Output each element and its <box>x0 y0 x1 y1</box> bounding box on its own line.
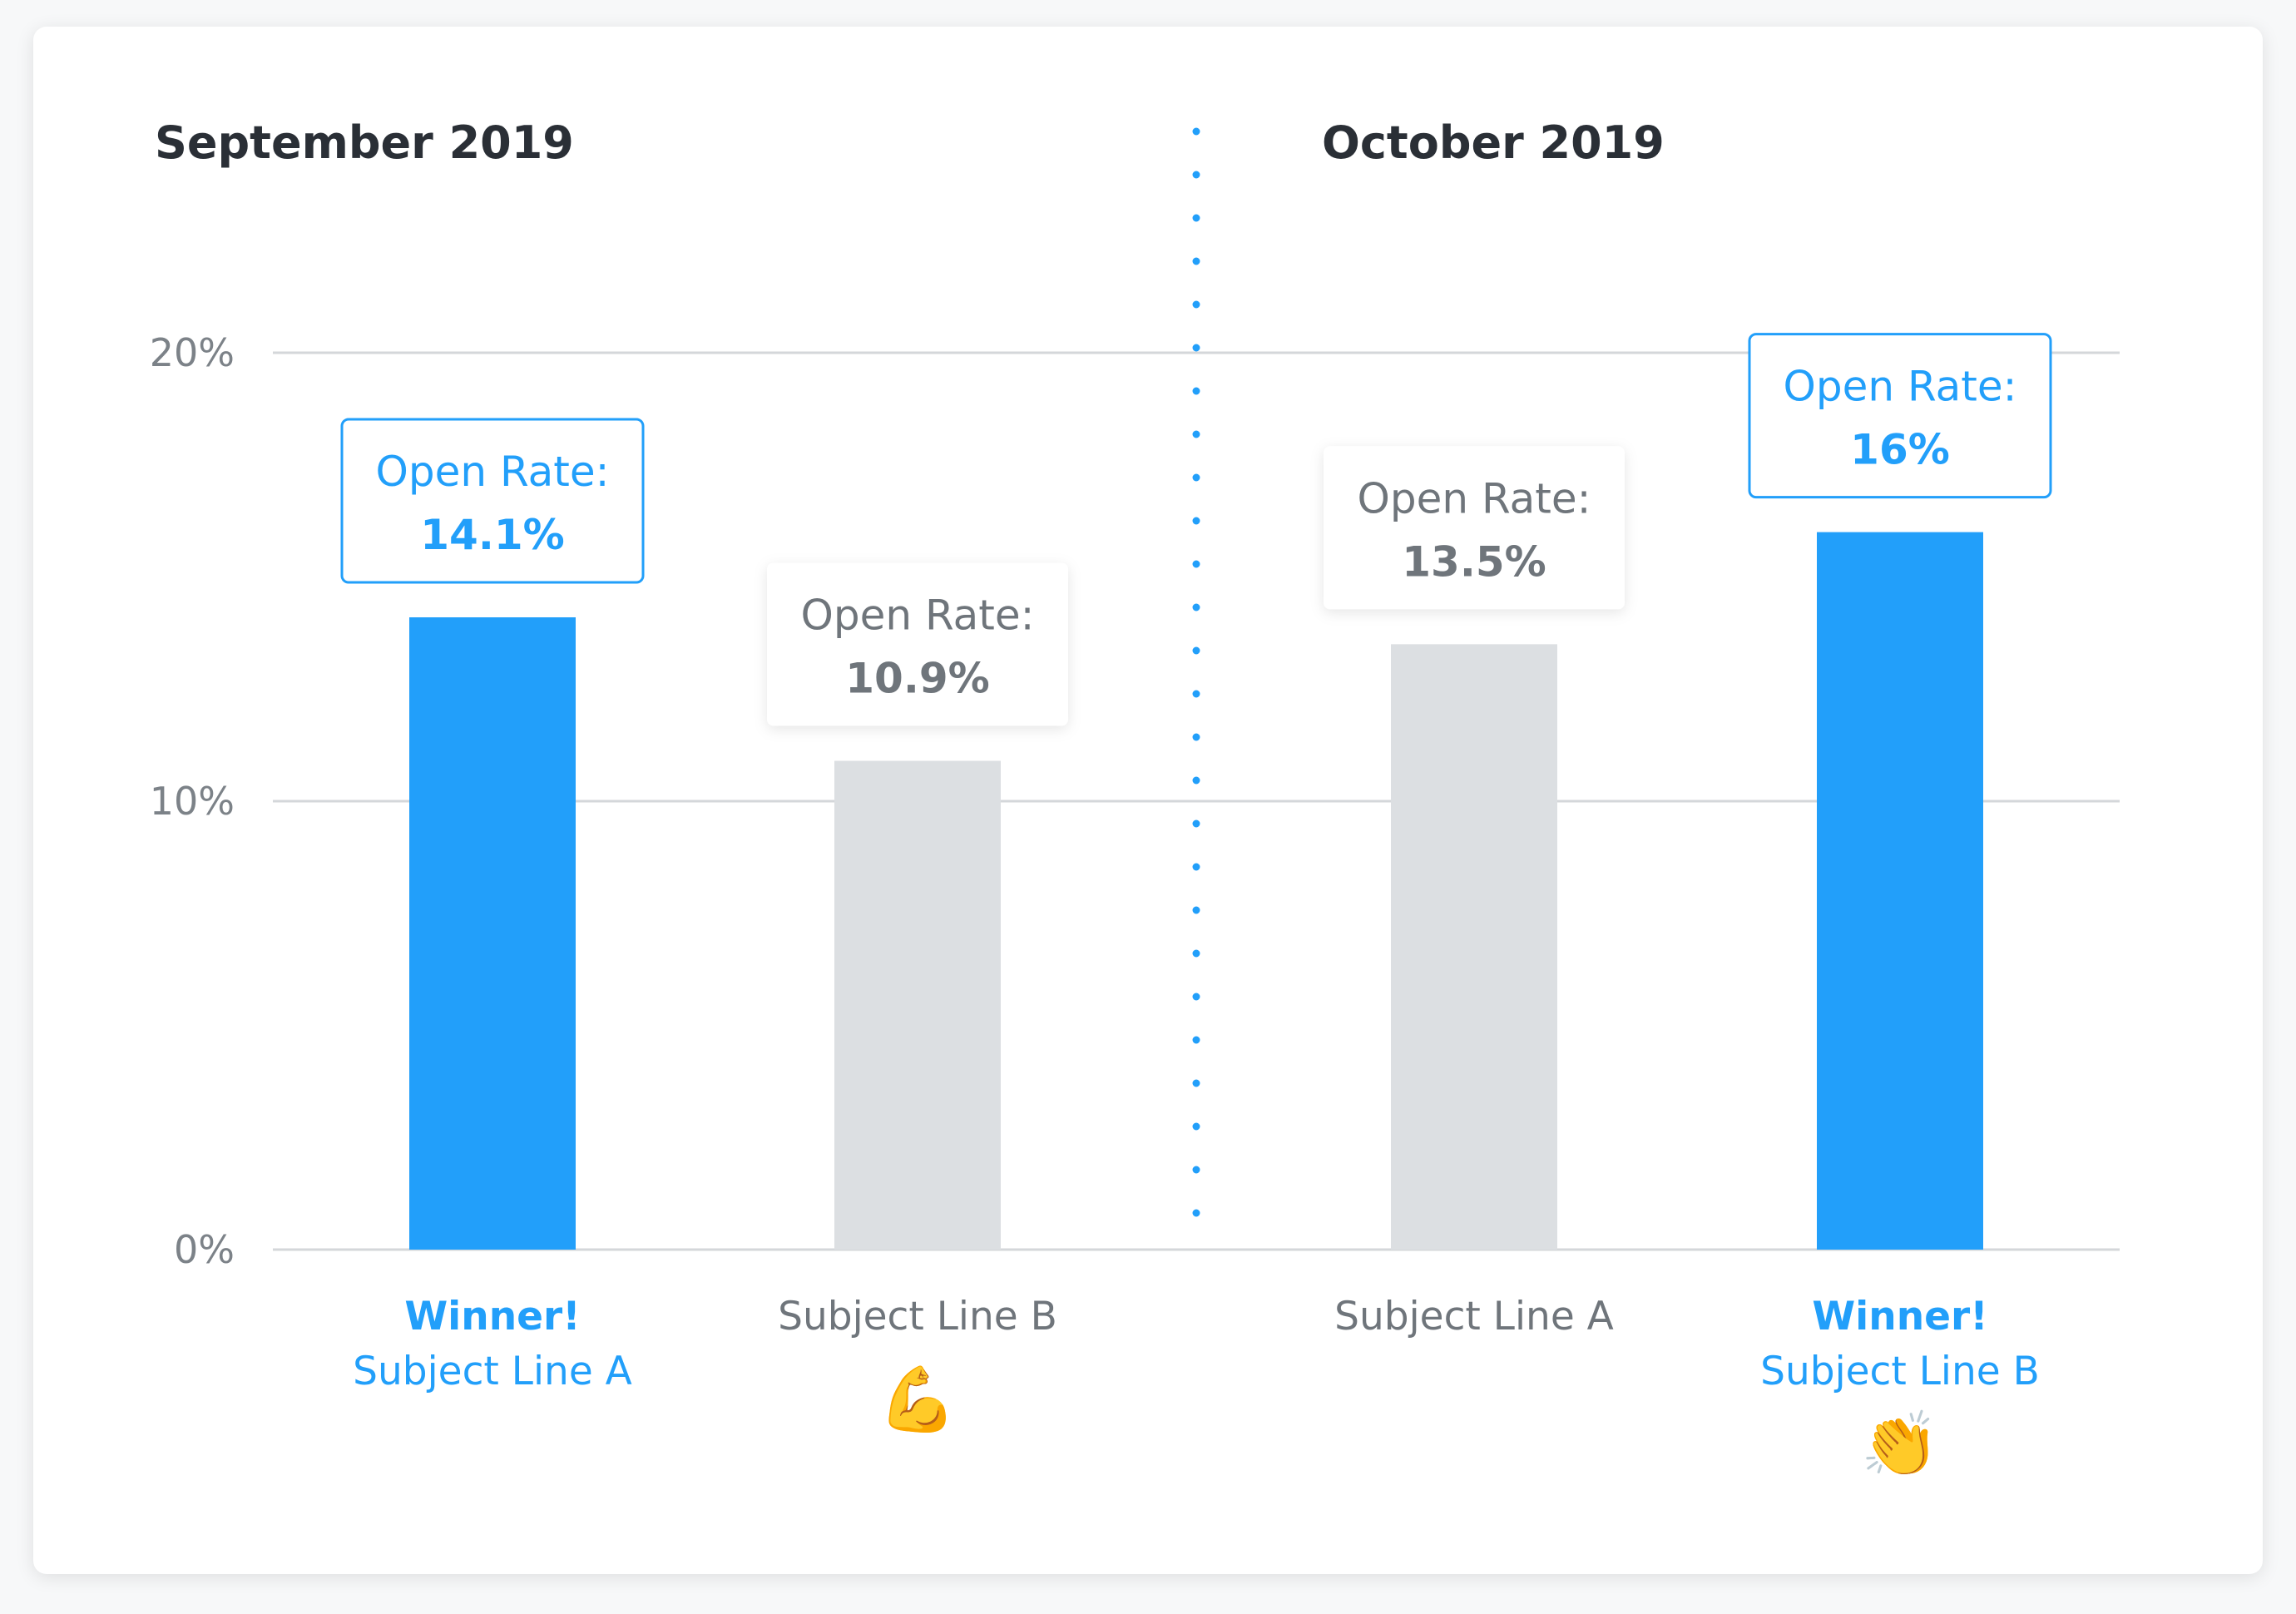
y-tick-label: 10% <box>150 779 235 824</box>
category-label: Subject Line A <box>1334 1294 1614 1339</box>
winner-label: Winner! <box>404 1294 580 1339</box>
value-box <box>340 418 645 584</box>
bar <box>409 617 576 1250</box>
value-box-label: Open Rate: <box>801 591 1035 639</box>
value-box-label: Open Rate: <box>1358 474 1591 522</box>
category-label: Subject Line A <box>353 1349 632 1394</box>
data-label: 16% <box>1850 426 1950 474</box>
data-label: 10.9% <box>845 654 989 702</box>
value-box <box>767 562 1068 726</box>
value-box-label: Open Rate: <box>1784 363 2017 411</box>
category-label: Subject Line B <box>1760 1349 2040 1394</box>
data-label: 14.1% <box>420 511 564 559</box>
y-tick-label: 0% <box>174 1227 235 1272</box>
category-label: Subject Line B <box>778 1294 1057 1339</box>
group-title: October 2019 <box>1322 116 1665 169</box>
flexed-biceps-icon: 💪 <box>878 1362 957 1436</box>
winner-label: Winner! <box>1812 1294 1987 1339</box>
value-box-label: Open Rate: <box>376 448 610 496</box>
clapping-hands-icon: 👏 <box>1861 1407 1940 1481</box>
bar <box>834 760 1001 1250</box>
data-label: 13.5% <box>1402 537 1546 586</box>
bar <box>1817 532 1983 1250</box>
y-tick-label: 20% <box>150 330 235 375</box>
bar <box>1391 644 1557 1250</box>
value-box <box>1324 446 1625 610</box>
value-box <box>1748 333 2052 499</box>
group-title: September 2019 <box>155 116 574 169</box>
